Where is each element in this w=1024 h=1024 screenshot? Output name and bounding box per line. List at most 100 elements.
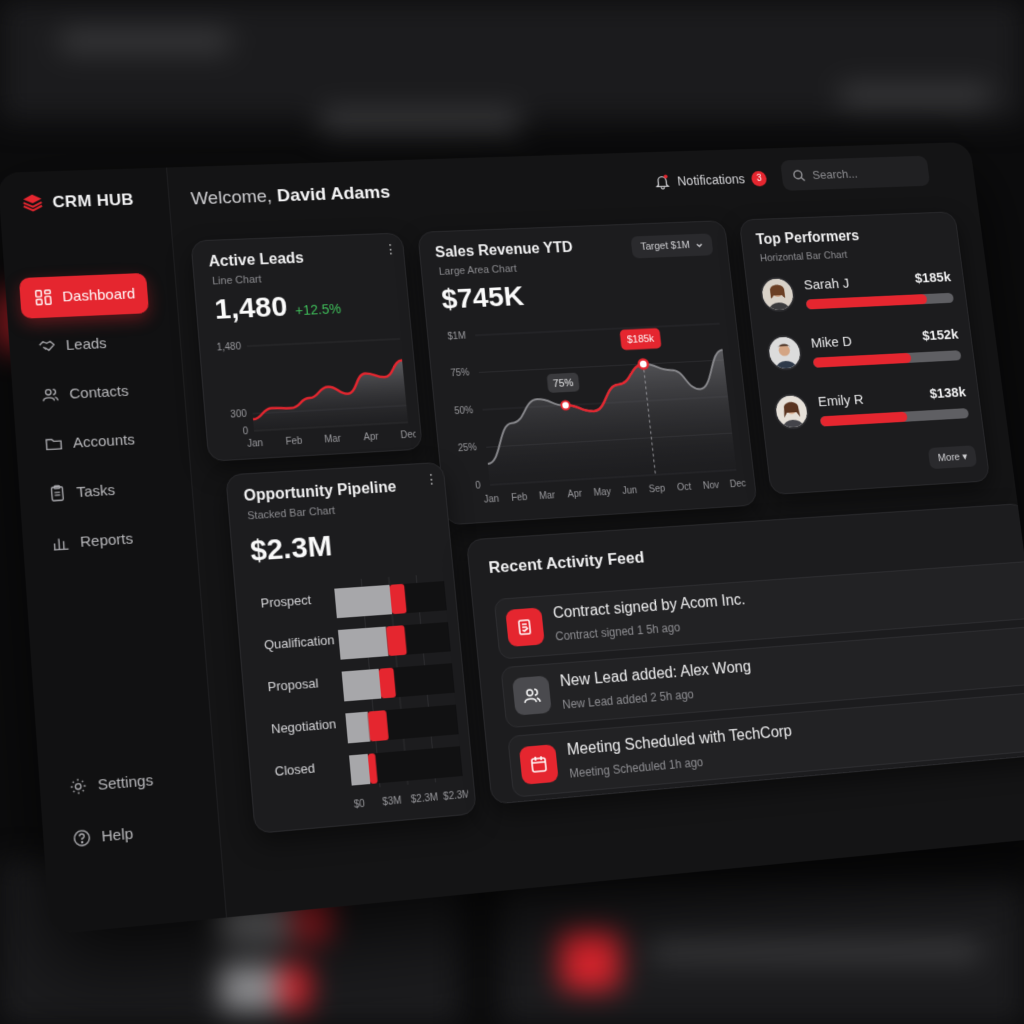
pipeline-stacked-bar-chart: $0 $3M $2.3M $2.3M xyxy=(329,569,469,816)
performer-row-mike[interactable]: Mike D $152k xyxy=(766,327,963,382)
avatar xyxy=(773,393,811,430)
performer-row-emily[interactable]: Emily R $138k xyxy=(773,385,971,442)
top-performers-card: Top Performers Horizontal Bar Chart Sara… xyxy=(739,211,991,495)
sidebar-item-label: Tasks xyxy=(76,482,116,501)
welcome-message: Welcome, David Adams xyxy=(190,183,391,210)
sidebar-item-label: Reports xyxy=(80,530,134,550)
bar-segment-red xyxy=(389,584,406,614)
sidebar-nav: Dashboard Leads Contacts Accounts xyxy=(19,273,169,574)
bar-segment-red xyxy=(379,668,396,699)
bar-segment-red xyxy=(368,710,389,741)
performer-bar-fill xyxy=(813,353,912,368)
users-icon xyxy=(512,675,552,715)
search-box[interactable] xyxy=(780,156,930,191)
brand-name: CRM HUB xyxy=(52,190,135,212)
target-dropdown-label: Target $1M xyxy=(640,240,691,253)
performer-bar-fill xyxy=(806,294,928,310)
sales-revenue-area-chart: 0 25% 50% 75% $1M 75% $185k Jan Feb Mar Apr May Jun S… xyxy=(433,312,752,516)
sidebar-item-contacts[interactable]: Contacts xyxy=(26,369,157,417)
sidebar-item-tasks[interactable]: Tasks xyxy=(33,466,165,515)
pipeline-category-label: Proposal xyxy=(267,675,319,694)
y-tick-label: 25% xyxy=(458,443,478,455)
more-dropdown[interactable]: More ▾ xyxy=(928,445,977,469)
active-leads-line-chart: 03001,480Jan Feb Mar Apr Dec xyxy=(209,327,417,454)
y-tick-label: 0 xyxy=(475,481,482,492)
crm-dashboard-window: CRM HUB Dashboard Leads Contacts xyxy=(0,142,1024,935)
grid-line xyxy=(475,324,719,336)
person-avatar-icon xyxy=(768,336,802,369)
area-fill xyxy=(249,360,408,431)
active-leads-delta: +12.5% xyxy=(295,301,342,318)
y-tick-label: 50% xyxy=(454,405,474,417)
performer-value: $152k xyxy=(921,327,959,344)
sidebar-item-label: Dashboard xyxy=(62,285,136,304)
search-input[interactable] xyxy=(812,165,908,182)
notifications-button[interactable]: Notifications 3 xyxy=(653,170,767,190)
mid-point-marker xyxy=(561,401,570,410)
search-icon xyxy=(792,168,807,182)
calendar-icon xyxy=(519,744,559,785)
active-leads-value: 1,480 xyxy=(213,291,288,326)
performer-name: Sarah J xyxy=(803,276,850,293)
contract-icon xyxy=(505,607,545,647)
x-tick-label: Mar xyxy=(324,434,342,446)
activity-title: Contract signed by Acom Inc. xyxy=(552,592,746,623)
more-label: More xyxy=(937,452,960,464)
pipeline-category-label: Qualification xyxy=(264,632,336,652)
bell-icon xyxy=(653,173,671,190)
bar-chart-icon xyxy=(51,534,71,553)
active-leads-subtitle: Line Chart xyxy=(212,274,262,287)
y-tick-label: $1M xyxy=(447,331,466,342)
performer-value: $138k xyxy=(929,385,967,402)
bar-segment-gray xyxy=(338,627,389,660)
x-tick-label: Dec xyxy=(400,429,416,441)
person-avatar-icon xyxy=(761,278,795,310)
sidebar-item-reports[interactable]: Reports xyxy=(36,516,168,566)
gear-icon xyxy=(68,776,88,796)
sidebar-item-label: Leads xyxy=(65,335,107,353)
mid-tooltip-label: 75% xyxy=(553,377,575,389)
y-tick-label: 75% xyxy=(450,368,470,379)
brand[interactable]: CRM HUB xyxy=(21,189,135,214)
pipeline-subtitle: Stacked Bar Chart xyxy=(247,505,336,522)
x-tick-label: Jun xyxy=(622,485,638,496)
sidebar-item-label: Settings xyxy=(97,771,154,793)
performer-row-sarah[interactable]: Sarah J $185k xyxy=(759,270,956,324)
grid-icon xyxy=(34,288,53,306)
sidebar-bottom-nav: Settings Help xyxy=(53,756,192,870)
x-tick-label: Jan xyxy=(483,494,499,506)
performer-bar-fill xyxy=(820,412,908,427)
x-tick-label: Nov xyxy=(703,480,720,491)
performer-name: Emily R xyxy=(817,392,864,410)
bar-segment-gray xyxy=(345,712,370,744)
bar-segment-gray xyxy=(334,585,392,618)
more-options-icon[interactable]: ⋮ xyxy=(425,477,431,482)
target-dropdown[interactable]: Target $1M xyxy=(630,233,713,258)
performer-bar-track xyxy=(813,350,962,368)
x-tick-label: Sep xyxy=(648,484,666,496)
x-tick-label: Dec xyxy=(729,479,746,490)
sidebar-item-accounts[interactable]: Accounts xyxy=(29,418,160,466)
x-tick-label: $2.3M xyxy=(443,789,470,803)
sidebar-item-leads[interactable]: Leads xyxy=(22,321,153,368)
activity-feed-title: Recent Activity Feed xyxy=(488,548,645,578)
x-tick-label: $3M xyxy=(382,795,402,808)
bar-segment-gray xyxy=(349,754,370,786)
activity-subtitle: New Lead added 2 5h ago xyxy=(562,687,695,711)
x-tick-label: Apr xyxy=(567,489,583,501)
person-avatar-icon xyxy=(775,395,809,428)
pipeline-category-label: Negotiation xyxy=(271,716,337,736)
bar-segment-red xyxy=(386,625,407,656)
chevron-down-icon xyxy=(695,241,704,249)
sidebar-item-settings[interactable]: Settings xyxy=(53,756,187,810)
grid-line xyxy=(247,339,400,346)
notifications-label: Notifications xyxy=(676,172,745,189)
activity-title: Meeting Scheduled with TechCorp xyxy=(566,723,793,760)
activity-title: New Lead added: Alex Wong xyxy=(559,659,752,691)
more-options-icon[interactable]: ⋮ xyxy=(384,247,390,252)
sidebar-item-help[interactable]: Help xyxy=(57,807,191,862)
sidebar-item-dashboard[interactable]: Dashboard xyxy=(19,273,149,319)
sidebar-item-label: Contacts xyxy=(69,383,129,403)
help-icon xyxy=(72,828,92,848)
folder-icon xyxy=(44,435,63,454)
